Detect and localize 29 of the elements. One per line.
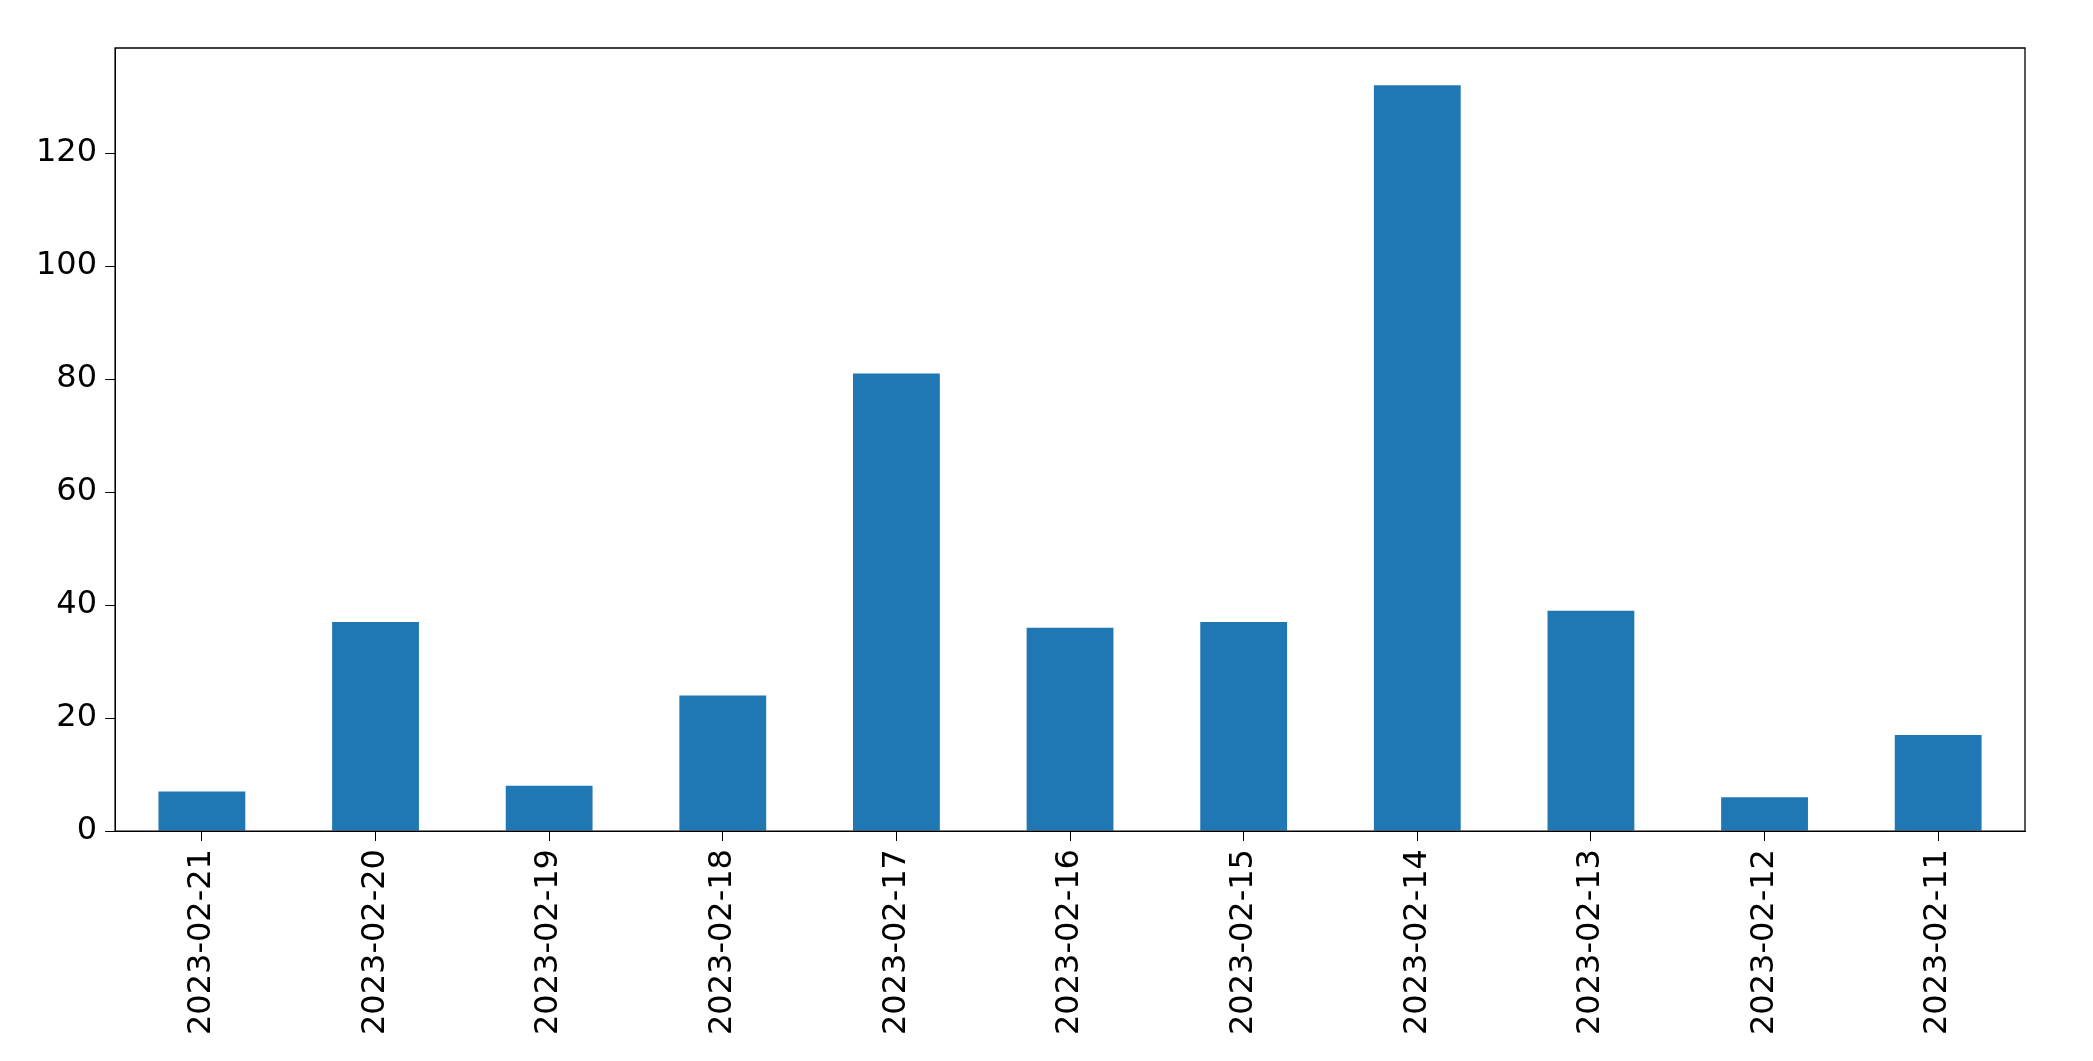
bar [853,373,940,831]
x-tick-label: 2023-02-21 [180,849,219,1035]
x-tick-label: 2023-02-16 [1048,849,1087,1035]
y-tick-label: 100 [36,244,98,283]
x-tick-label: 2023-02-13 [1569,849,1608,1035]
x-tick-label: 2023-02-18 [701,849,740,1035]
x-tick-label: 2023-02-17 [874,849,913,1035]
bar [1026,627,1114,831]
y-tick-label: 0 [76,809,98,848]
bar [1721,797,1808,831]
x-tick-label: 2023-02-20 [353,849,392,1035]
bar [1894,734,1982,831]
y-tick-label: 60 [56,470,98,509]
bar [158,791,246,831]
bar [679,695,767,831]
x-tick-label: 2023-02-19 [527,849,566,1035]
y-tick-label: 80 [56,357,98,396]
bar [332,622,419,831]
y-tick-label: 20 [56,696,98,735]
bar [1547,610,1635,831]
bar [1373,85,1461,831]
x-tick-label: 2023-02-15 [1221,849,1260,1035]
bar [505,785,593,831]
bar [1200,622,1288,831]
x-tick-label: 2023-02-14 [1395,849,1434,1035]
y-tick-label: 120 [36,131,98,170]
y-tick-label: 40 [56,583,98,622]
x-tick-label: 2023-02-11 [1916,849,1955,1035]
x-tick-label: 2023-02-12 [1742,849,1781,1035]
